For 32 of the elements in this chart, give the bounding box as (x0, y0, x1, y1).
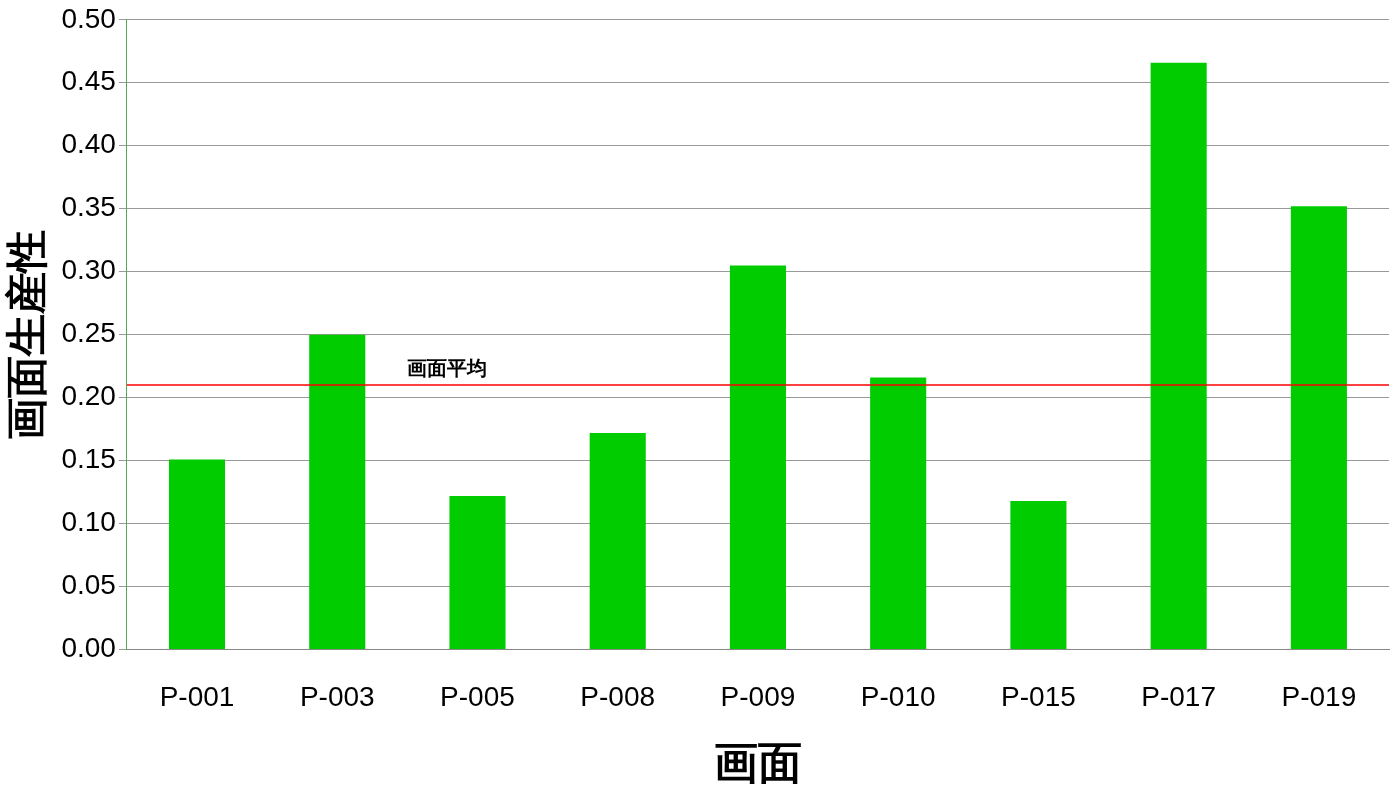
y-tick-label: 0.30 (61, 254, 116, 286)
x-tick-label: P-001 (159, 681, 235, 713)
x-tick-label: P-019 (1281, 681, 1357, 713)
y-tick-label: 0.40 (61, 128, 116, 160)
y-tick-label: 0.35 (61, 191, 116, 223)
bar (729, 265, 786, 650)
bar (1010, 500, 1067, 650)
y-tick-label: 0.05 (61, 569, 116, 601)
bar (1150, 62, 1207, 650)
y-axis-title: 画面生産性 (2, 229, 50, 440)
x-tick-label: P-010 (860, 681, 936, 713)
y-tick-label: 0.20 (61, 380, 116, 412)
x-tick-label: P-015 (1001, 681, 1076, 713)
x-tick-label: P-009 (720, 681, 796, 713)
x-tick-label: P-005 (440, 681, 515, 713)
y-tick-label: 0.25 (61, 317, 116, 349)
bar (1290, 206, 1347, 650)
y-tick-label: 0.50 (61, 2, 116, 34)
bar (309, 334, 366, 650)
y-tick-label: 0.15 (61, 443, 116, 475)
bar (589, 432, 646, 650)
x-tick-label: P-003 (299, 681, 375, 713)
x-axis-title: 画面 (713, 737, 802, 787)
x-tick-label: P-008 (580, 681, 656, 713)
bar (449, 495, 506, 650)
y-tick-label: 0.00 (61, 632, 116, 664)
y-tick-label: 0.45 (61, 65, 116, 97)
y-tick-label: 0.10 (61, 506, 116, 538)
ref-line-label: 画面平均 (406, 356, 487, 379)
bar (168, 459, 226, 650)
bar (870, 377, 927, 650)
x-tick-label: P-017 (1141, 681, 1217, 713)
